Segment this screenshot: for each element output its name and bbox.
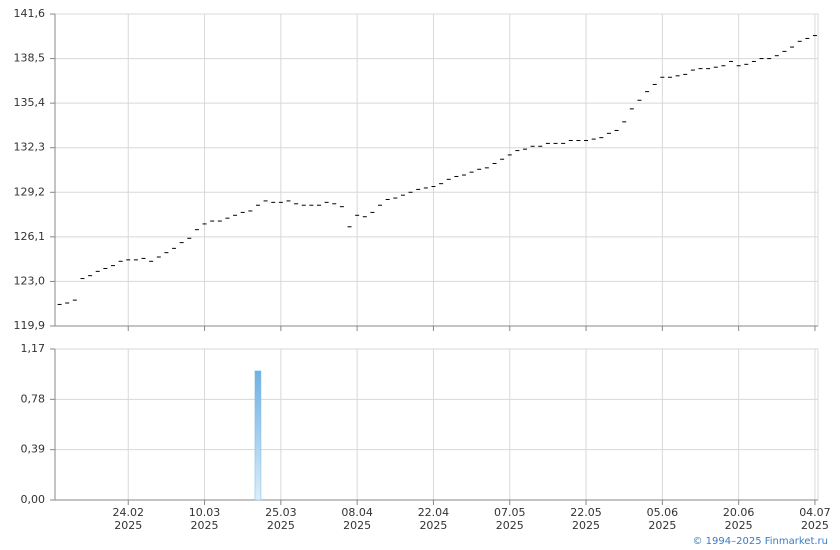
x-tick-label: 22.05 <box>570 506 602 519</box>
x-tick-label: 20.06 <box>723 506 755 519</box>
x-tick-year: 2025 <box>267 519 295 532</box>
x-tick-label: 08.04 <box>341 506 373 519</box>
y-tick-label: 138,5 <box>14 52 46 65</box>
x-tick-year: 2025 <box>343 519 371 532</box>
x-tick-year: 2025 <box>572 519 600 532</box>
x-tick-year: 2025 <box>191 519 219 532</box>
volume-bar <box>254 370 262 501</box>
y-tick-label: 123,0 <box>14 274 46 287</box>
y-tick-label: 119,9 <box>14 319 46 332</box>
y-tick-label: 1,17 <box>21 342 46 355</box>
y-tick-label: 135,4 <box>14 96 46 109</box>
y-tick-label: 0,78 <box>21 392 46 405</box>
x-tick-label: 04.07 <box>799 506 831 519</box>
plot-frame <box>54 13 819 327</box>
x-tick-year: 2025 <box>419 519 447 532</box>
x-tick-year: 2025 <box>496 519 524 532</box>
y-tick-label: 0,39 <box>21 443 46 456</box>
x-tick-label: 10.03 <box>189 506 221 519</box>
y-tick-label: 0,00 <box>21 493 46 506</box>
x-tick-year: 2025 <box>648 519 676 532</box>
x-tick-label: 07.05 <box>494 506 526 519</box>
x-tick-year: 2025 <box>114 519 142 532</box>
x-tick-label: 22.04 <box>418 506 450 519</box>
x-tick-year: 2025 <box>725 519 753 532</box>
copyright[interactable]: © 1994–2025 Finmarket.ru <box>692 536 828 547</box>
y-tick-label: 129,2 <box>14 185 46 198</box>
x-tick-label: 24.02 <box>112 506 144 519</box>
x-tick-label: 05.06 <box>647 506 679 519</box>
x-tick-label: 25.03 <box>265 506 297 519</box>
plot-frame <box>54 348 819 501</box>
x-tick-year: 2025 <box>801 519 829 532</box>
y-tick-label: 132,3 <box>14 141 46 154</box>
y-tick-label: 126,1 <box>14 230 46 243</box>
y-tick-label: 141,6 <box>14 7 46 20</box>
